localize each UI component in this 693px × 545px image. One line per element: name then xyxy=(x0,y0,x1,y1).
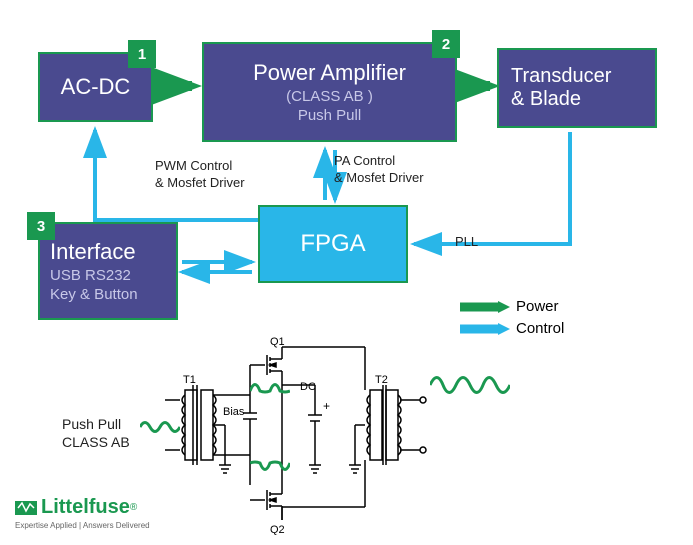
label-pwm: PWM Control & Mosfet Driver xyxy=(155,158,245,192)
fpga-title: FPGA xyxy=(300,230,365,258)
legend-power-arrow xyxy=(460,300,510,314)
wave-in xyxy=(140,418,180,436)
badge-3: 3 xyxy=(27,212,55,240)
label-pushpull: Push Pull CLASS AB xyxy=(62,415,130,451)
badge-2: 2 xyxy=(432,30,460,58)
pa-title: Power Amplifier xyxy=(253,60,406,86)
block-pa: Power Amplifier (CLASS AB ) Push Pull xyxy=(202,42,457,142)
circuit-dc: DC xyxy=(300,381,316,393)
label-pll: PLL xyxy=(455,234,478,251)
iface-sub1: USB RS232 xyxy=(50,267,131,284)
circuit-t2: T2 xyxy=(375,374,388,386)
trans-sub: & Blade xyxy=(511,88,581,111)
iface-sub2: Key & Button xyxy=(50,286,138,303)
logo-text: Littelfuse xyxy=(41,496,130,519)
label-pactl: PA Control & Mosfet Driver xyxy=(334,153,424,187)
block-interface: Interface USB RS232 Key & Button xyxy=(38,222,178,320)
acdc-title: AC-DC xyxy=(61,74,131,100)
block-fpga: FPGA xyxy=(258,205,408,283)
wave-bot xyxy=(250,460,290,478)
logo-tagline: Expertise Applied | Answers Delivered xyxy=(15,521,150,530)
logo-icon xyxy=(15,498,41,518)
svg-text:+: + xyxy=(323,399,330,413)
circuit-t1: T1 xyxy=(183,374,196,386)
pa-sub1: (CLASS AB ) xyxy=(286,88,373,105)
logo: Littelfuse® Expertise Applied | Answers … xyxy=(15,496,150,530)
block-transducer: Transducer & Blade xyxy=(497,48,657,128)
pa-sub2: Push Pull xyxy=(298,107,361,124)
wave-top xyxy=(250,376,290,394)
legend-control: Control xyxy=(460,320,564,337)
wave-out xyxy=(430,370,510,400)
circuit-schematic: + Q1 Q2 T1 T2 Bias DC xyxy=(165,335,435,535)
legend-control-arrow xyxy=(460,322,510,336)
circuit-q1: Q1 xyxy=(270,336,285,348)
legend-power: Power xyxy=(460,298,559,315)
trans-title: Transducer xyxy=(511,65,611,88)
circuit-q2: Q2 xyxy=(270,524,285,535)
badge-1: 1 xyxy=(128,40,156,68)
circuit-bias: Bias xyxy=(223,406,245,418)
iface-title: Interface xyxy=(50,239,136,265)
